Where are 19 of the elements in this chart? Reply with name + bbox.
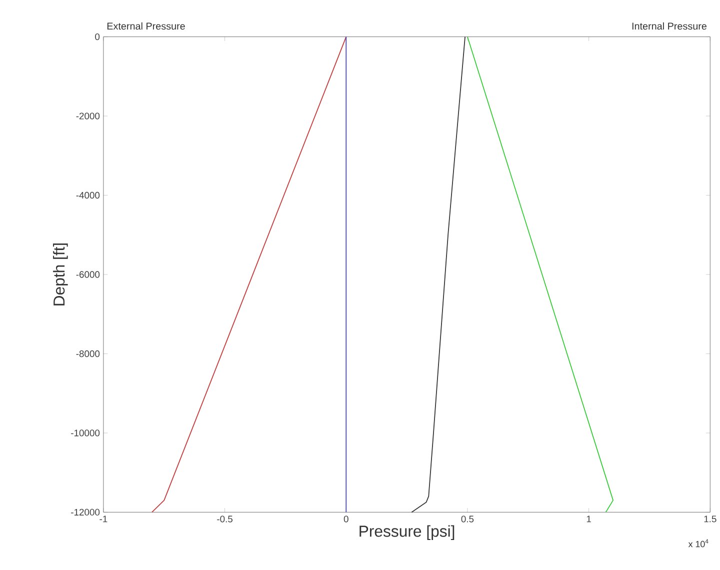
x-tick-label: 1.5 <box>704 516 716 522</box>
text: x 10$^{4}$ <box>688 539 708 548</box>
y-tick-label: -8000 <box>76 350 100 358</box>
y-tick-label: -2000 <box>76 112 100 120</box>
x-tick-label: 0 <box>344 516 348 522</box>
text: External Pressure <box>107 22 185 30</box>
y-tick-label: -6000 <box>76 271 100 278</box>
y-tick-label: -12000 <box>71 508 100 516</box>
y-axis-title: Depth [ft] <box>53 244 68 306</box>
y-tick-label: -4000 <box>76 192 100 199</box>
x-tick-label: 0.5 <box>461 516 474 522</box>
line-series <box>411 36 466 513</box>
x-axis-title: Pressure [psi] <box>360 525 454 540</box>
x-tick-label: 1 <box>586 516 591 522</box>
x-tick-label: -1 <box>100 516 108 522</box>
y-tick-label: -10000 <box>71 430 100 436</box>
text: Internal Pressure <box>632 22 707 30</box>
y-tick-label: 0 <box>95 34 100 40</box>
x-tick-label: -0.5 <box>217 516 233 522</box>
